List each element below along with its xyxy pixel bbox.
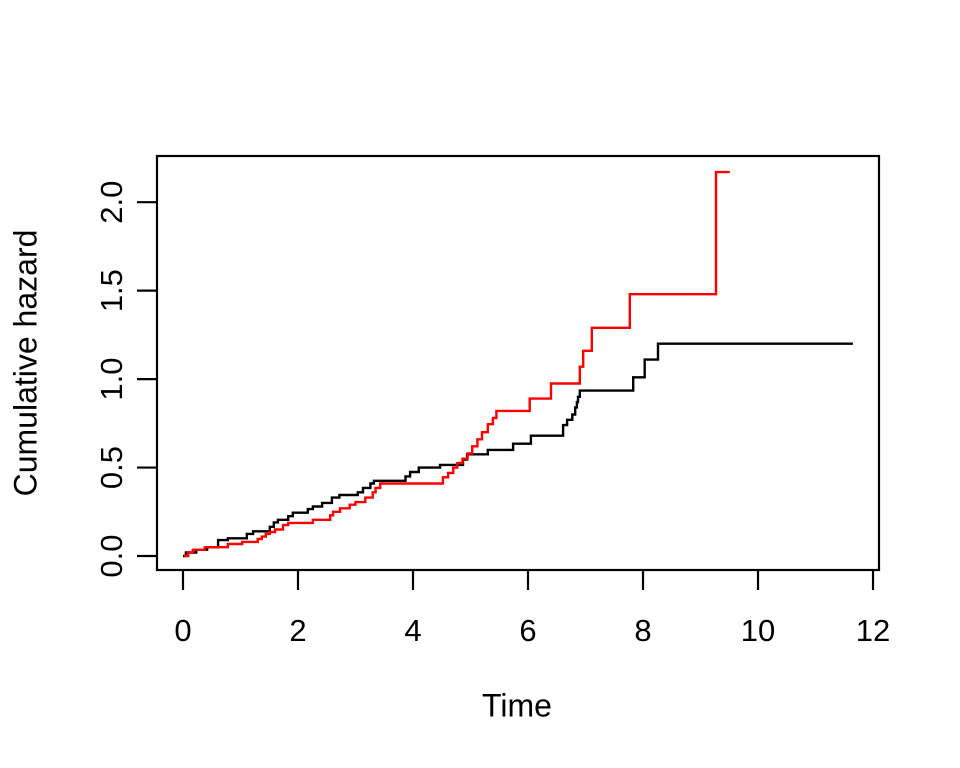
x-axis-tick-label: 12 [856, 613, 890, 648]
y-axis-tick-label: 0.5 [94, 446, 129, 489]
x-axis-tick-label: 2 [289, 613, 306, 648]
y-axis-tick-label: 2.0 [94, 181, 129, 224]
x-axis-title: Time [482, 687, 552, 724]
series-line-red-group [184, 170, 730, 558]
x-axis-tick-label: 6 [519, 613, 536, 648]
x-axis-tick-label: 0 [174, 613, 191, 648]
y-axis-tick-label: 1.5 [94, 269, 129, 312]
y-axis-tick-label: 1.0 [94, 358, 129, 401]
y-axis-tick-label: 0.0 [94, 534, 129, 577]
x-axis-tick-label: 8 [634, 613, 651, 648]
x-axis-tick-label: 10 [741, 613, 775, 648]
x-axis-tick-label: 4 [404, 613, 421, 648]
plot-box [155, 154, 881, 572]
series-line-black-group [183, 342, 853, 558]
y-axis-title: Cumulative hazard [7, 229, 44, 497]
